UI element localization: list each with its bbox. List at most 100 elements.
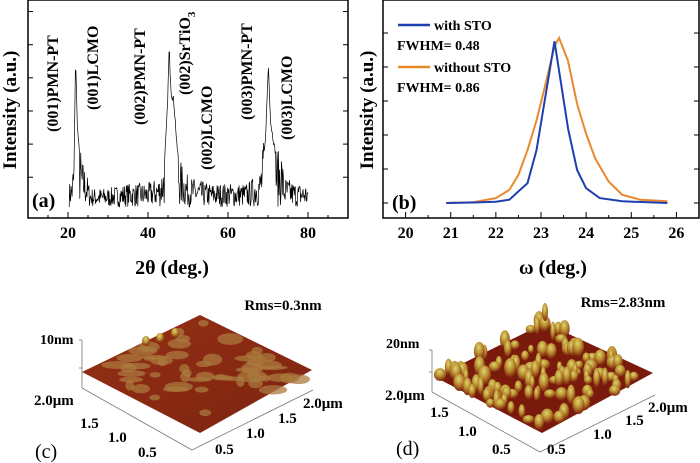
surface-bump <box>533 316 540 335</box>
x-tick-label: 25 <box>623 225 639 242</box>
peak-annotation: (002)PMN-PT <box>132 28 149 125</box>
surface-bump <box>550 321 556 341</box>
surface-grain <box>117 370 146 377</box>
panel-a-label: (a) <box>32 190 55 212</box>
surface-grain <box>202 353 223 366</box>
panel-a-xlabel: 2θ (deg.) <box>135 257 209 279</box>
surface-bump <box>562 366 572 385</box>
panel-a: 20 40 60 80 Intensity (a.u.) 2θ (deg.) (a) … <box>0 0 349 279</box>
peak-annotation: (003)LCMO <box>279 56 296 140</box>
panel-d-zlabel: 20nm <box>386 337 420 352</box>
surface-bump <box>477 376 484 396</box>
x-tick-label: 60 <box>220 225 236 242</box>
panel-c-ytick: 1.0 <box>108 430 127 446</box>
surface-bump <box>518 404 526 419</box>
surface-grain <box>116 353 143 363</box>
surface-grain <box>149 394 161 401</box>
panel-c-ytick: 0.5 <box>138 445 157 461</box>
legend-with-sto-label: with STO <box>434 19 492 34</box>
surface-grain <box>214 374 227 381</box>
surface-grain <box>164 381 193 392</box>
surface-grain <box>235 367 259 373</box>
surface-bump <box>142 336 150 346</box>
surface-bump <box>543 389 556 399</box>
x-tick-label: 24 <box>578 225 594 242</box>
surface-bump <box>553 410 565 424</box>
legend-without-sto-label: without STO <box>434 61 511 76</box>
x-tick-label: 40 <box>140 225 156 242</box>
panel-d: Rms=2.83nm 20nm 2.0μm 1.5 1.0 0.5 0.5 1.… <box>385 295 688 460</box>
surface-bump <box>525 324 536 334</box>
panel-d-rms: Rms=2.83nm <box>581 295 666 311</box>
peak-annotation: (003)PMN-PT <box>239 23 256 120</box>
surface-grain <box>258 385 288 395</box>
surface-grain <box>175 334 191 343</box>
surface-bump <box>540 408 554 424</box>
surface-bump <box>530 360 540 378</box>
panel-d-ytick: 2.0μm <box>385 388 425 404</box>
surface-bump <box>538 315 551 332</box>
peak-annotation: (001)LCMO <box>85 26 102 110</box>
surface-bump <box>524 385 534 400</box>
panel-c-xtick: 1.5 <box>278 411 297 427</box>
legend-with-sto-fwhm: FWHM= 0.48 <box>397 39 480 54</box>
panel-d-xtick: 1.5 <box>625 413 644 429</box>
panel-b-xlabel: ω (deg.) <box>519 257 587 279</box>
surface-grain <box>258 352 276 362</box>
surface-bump <box>156 333 164 343</box>
surface-grain <box>119 376 144 383</box>
surface-bump <box>593 368 601 388</box>
surface-grain <box>251 346 263 355</box>
surface-bump <box>538 372 549 392</box>
surface-grain <box>287 374 311 385</box>
peak-annotation: (002)SrTiO3 <box>177 11 198 95</box>
panel-d-xtick: 0.5 <box>547 442 566 458</box>
surface-bump <box>468 384 476 399</box>
panel-d-xtick: 2.0μm <box>648 400 688 416</box>
panel-c-zlabel: 10nm <box>40 333 74 348</box>
surface-grain <box>199 409 212 417</box>
panel-d-label: (d) <box>396 438 419 460</box>
surface-bump <box>536 340 548 358</box>
surface-grain <box>188 377 212 382</box>
surface-bump <box>629 371 639 381</box>
panel-c-ytick: 2.0μm <box>34 393 74 409</box>
surface-bump <box>534 414 545 430</box>
series-without-sto-line <box>446 35 668 204</box>
surface-grain <box>149 371 161 378</box>
surface-bump <box>514 380 523 393</box>
panel-c-xtick: 2.0μm <box>303 396 343 412</box>
surface-bump <box>510 340 520 350</box>
surface-grain <box>198 319 209 327</box>
surface-grain <box>157 356 168 367</box>
surface-grain <box>260 375 271 382</box>
surface-bump <box>433 368 447 381</box>
x-tick-label: 23 <box>533 225 549 242</box>
panel-b-frame <box>382 0 700 219</box>
surface-bump <box>503 340 512 357</box>
peak-annotation: (001)PMN-PT <box>45 35 62 132</box>
surface-bump <box>488 361 501 373</box>
surface-bump <box>527 344 534 354</box>
panel-d-ytick: 1.0 <box>458 424 477 440</box>
surface-bump <box>594 349 606 366</box>
surface-bump <box>486 398 495 408</box>
panel-c-ytick: 1.5 <box>80 416 99 432</box>
panel-c-label: (c) <box>35 441 57 463</box>
surface-grain <box>217 333 244 345</box>
legend-without-sto-fwhm: FWHM= 0.86 <box>397 81 480 96</box>
xrd-pattern-line <box>68 51 309 208</box>
surface-bump <box>520 350 529 362</box>
surface-grain <box>234 355 266 362</box>
surface-bump <box>585 388 594 399</box>
x-tick-label: 20 <box>398 225 414 242</box>
panel-d-ytick: 0.5 <box>492 442 511 458</box>
surface-bump <box>608 385 621 396</box>
surface-grain <box>125 379 135 391</box>
surface-bump <box>555 387 568 401</box>
surface-bump <box>507 401 515 415</box>
surface-grain <box>182 368 192 378</box>
surface-grain <box>165 350 189 360</box>
surface-bump <box>533 387 540 402</box>
